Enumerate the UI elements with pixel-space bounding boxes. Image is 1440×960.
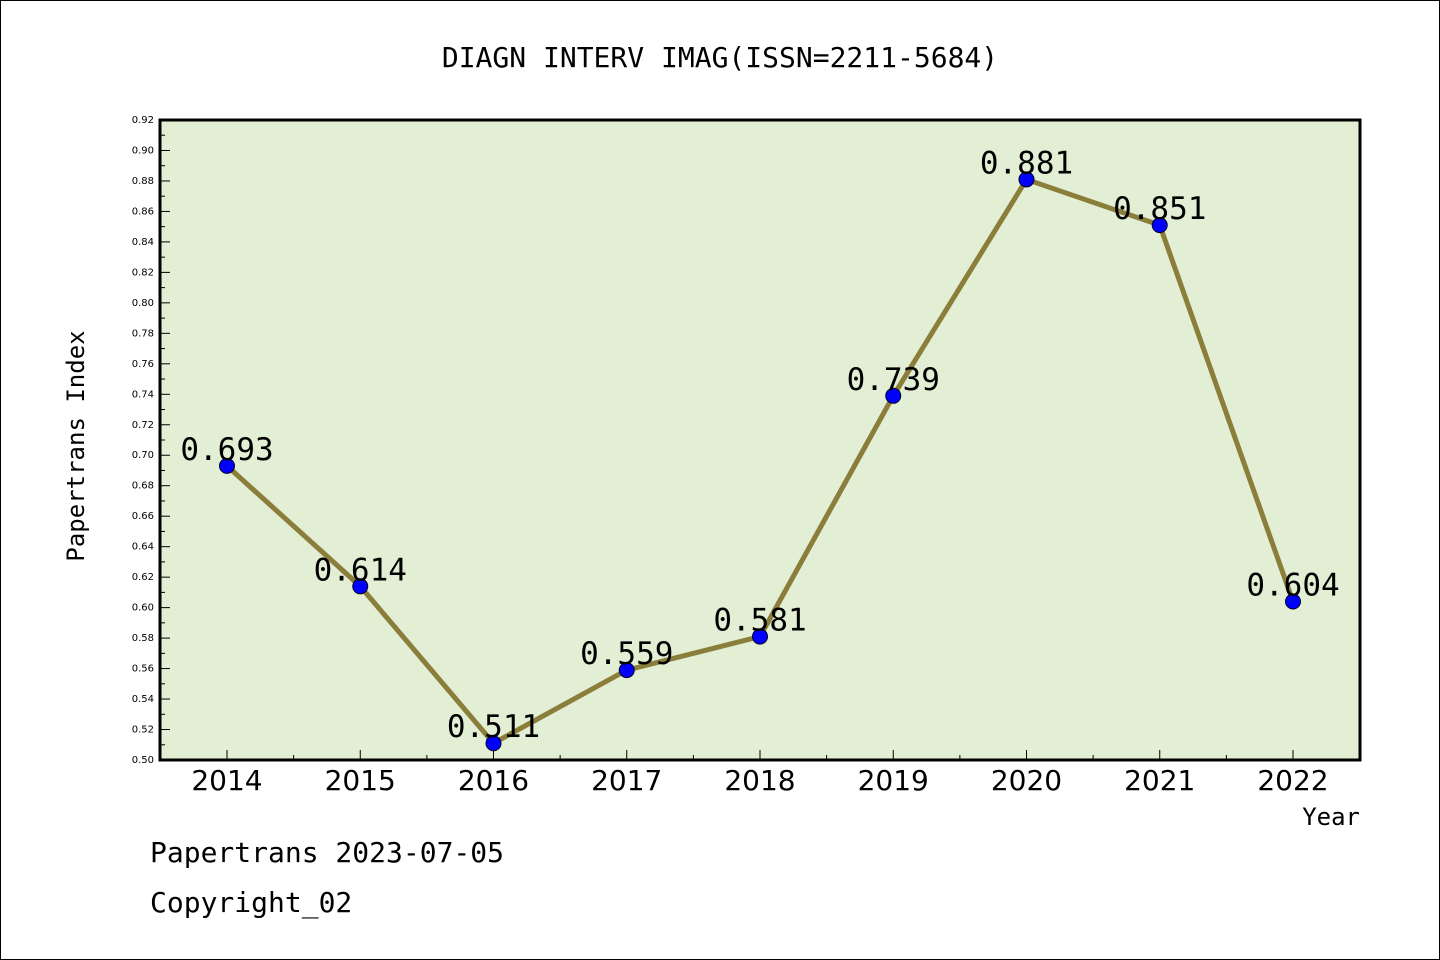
data-label: 0.739 (847, 362, 940, 398)
data-label: 0.614 (314, 552, 407, 588)
y-tick-label: 0.62 (132, 572, 154, 583)
data-label: 0.559 (580, 636, 673, 672)
series-layer (219, 171, 1301, 752)
x-tick-label: 2016 (458, 764, 529, 797)
data-point (485, 735, 502, 752)
x-tick-label: 2015 (325, 764, 396, 797)
data-point (618, 662, 635, 679)
y-tick-label: 0.52 (132, 725, 154, 736)
data-point (352, 578, 369, 595)
data-label: 0.851 (1113, 191, 1206, 227)
data-label: 0.693 (180, 432, 273, 468)
x-tick-label: 2021 (1124, 764, 1195, 797)
data-point (885, 387, 902, 404)
y-tick-label: 0.84 (132, 237, 154, 248)
data-label: 0.881 (980, 145, 1073, 181)
data-point (752, 628, 768, 645)
footer-copyright: Copyright_02 (150, 886, 353, 919)
x-tick-label: 2017 (591, 764, 662, 797)
y-tick-label: 0.68 (132, 481, 154, 492)
x-axis-label: Year (1302, 803, 1360, 831)
x-tick-label: 2020 (991, 764, 1062, 797)
y-tick-label: 0.78 (132, 328, 154, 339)
y-tick-label: 0.86 (132, 206, 154, 217)
y-tick-label: 0.90 (132, 145, 154, 156)
data-point (1285, 593, 1301, 610)
x-tick-label: 2022 (1257, 764, 1328, 797)
data-label: 0.511 (447, 709, 540, 745)
y-tick-label: 0.60 (132, 603, 154, 614)
y-tick-label: 0.66 (132, 511, 154, 522)
x-tick-label: 2018 (724, 764, 795, 797)
y-tick-label: 0.92 (132, 115, 154, 126)
y-tick-label: 0.58 (132, 633, 154, 644)
y-tick-label: 0.88 (132, 176, 154, 187)
footer-date: Papertrans 2023-07-05 (150, 836, 505, 869)
y-tick-label: 0.74 (132, 389, 154, 400)
data-labels: 0.693 0.614 0.511 0.559 0.581 0.739 0.881 0.851… (180, 145, 1339, 745)
x-tick-label: 2014 (191, 764, 262, 797)
y-tick-label: 0.56 (132, 664, 154, 675)
data-label: 0.604 (1246, 568, 1339, 604)
y-axis-label: Papertrans Index (62, 330, 90, 561)
y-tick-label: 0.50 (132, 755, 154, 766)
y-tick-label: 0.80 (132, 298, 154, 309)
y-tick-label: 0.64 (132, 542, 154, 553)
y-tick-label: 0.54 (132, 694, 154, 705)
data-point (1151, 217, 1168, 234)
y-tick-label: 0.72 (132, 420, 154, 431)
axis-ticks: 0.50 0.52 0.54 0.56 0.58 0.60 0.62 0.64 0.66 0.68… (132, 115, 1329, 797)
x-tick-label: 2019 (858, 764, 929, 797)
data-point (219, 457, 235, 474)
data-point (1018, 171, 1035, 188)
y-tick-label: 0.70 (132, 450, 154, 461)
y-tick-label: 0.82 (132, 267, 154, 278)
data-label: 0.581 (713, 603, 806, 639)
chart-title: DIAGN INTERV IMAG(ISSN=2211-5684) (442, 41, 998, 74)
y-tick-label: 0.76 (132, 359, 154, 370)
